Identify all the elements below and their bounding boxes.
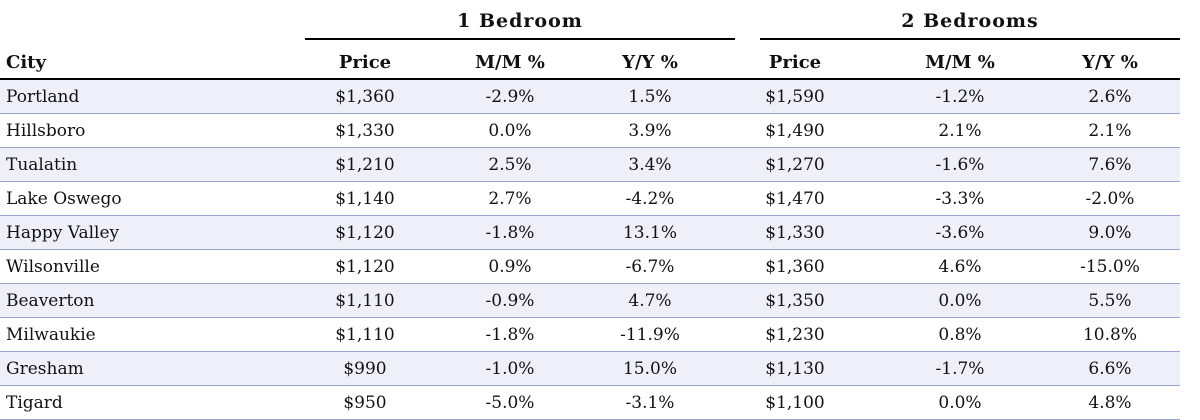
cell-price-1br: $1,120	[300, 215, 430, 250]
cell-yy-2br: 2.6%	[1040, 79, 1180, 114]
cell-mm-1br: -2.9%	[430, 79, 590, 114]
cell-yy-2br: 5.5%	[1040, 283, 1180, 318]
header-row: City Price M/M % Y/Y % Price M/M % Y/Y %	[0, 46, 1180, 80]
cell-price-2br: $1,590	[710, 79, 880, 114]
cell-price-1br: $1,110	[300, 317, 430, 352]
cell-city: Portland	[0, 79, 300, 114]
cell-city: Gresham	[0, 351, 300, 386]
cell-price-2br: $1,130	[710, 351, 880, 386]
cell-price-2br: $1,330	[710, 215, 880, 250]
cell-price-1br: $1,210	[300, 147, 430, 182]
cell-price-2br: $1,270	[710, 147, 880, 182]
table-row: Tualatin $1,210 2.5% 3.4% $1,270 -1.6% 7.6%	[0, 147, 1180, 182]
cell-mm-1br: 0.9%	[430, 249, 590, 284]
cell-mm-2br: 2.1%	[880, 113, 1040, 148]
rent-table: City Price M/M % Y/Y % Price M/M % Y/Y %…	[0, 46, 1180, 420]
cell-price-1br: $1,360	[300, 79, 430, 114]
group-underline-2-bedrooms	[760, 38, 1180, 40]
table-row: Lake Oswego $1,140 2.7% -4.2% $1,470 -3.3% -2.…	[0, 181, 1180, 216]
table-row: Beaverton $1,110 -0.9% 4.7% $1,350 0.0% 5.5%	[0, 283, 1180, 318]
cell-mm-1br: 2.7%	[430, 181, 590, 216]
table-row: Gresham $990 -1.0% 15.0% $1,130 -1.7% 6.6%	[0, 351, 1180, 386]
cell-city: Wilsonville	[0, 249, 300, 284]
cell-yy-2br: 4.8%	[1040, 385, 1180, 420]
cell-price-1br: $1,120	[300, 249, 430, 284]
cell-mm-2br: -1.6%	[880, 147, 1040, 182]
cell-yy-1br: 4.7%	[590, 283, 710, 318]
cell-price-2br: $1,470	[710, 181, 880, 216]
table-row: Milwaukie $1,110 -1.8% -11.9% $1,230 0.8% 10.8…	[0, 317, 1180, 352]
cell-mm-1br: 2.5%	[430, 147, 590, 182]
cell-price-2br: $1,230	[710, 317, 880, 352]
cell-price-2br: $1,100	[710, 385, 880, 420]
cell-city: Tigard	[0, 385, 300, 420]
cell-mm-1br: -5.0%	[430, 385, 590, 420]
cell-yy-1br: -4.2%	[590, 181, 710, 216]
table-row: Hillsboro $1,330 0.0% 3.9% $1,490 2.1% 2.1%	[0, 113, 1180, 148]
cell-mm-2br: -3.3%	[880, 181, 1040, 216]
cell-city: Hillsboro	[0, 113, 300, 148]
cell-city: Beaverton	[0, 283, 300, 318]
cell-mm-2br: 0.8%	[880, 317, 1040, 352]
cell-city: Milwaukie	[0, 317, 300, 352]
header-price-2br: Price	[710, 46, 880, 80]
cell-yy-2br: 9.0%	[1040, 215, 1180, 250]
cell-price-1br: $1,140	[300, 181, 430, 216]
cell-price-2br: $1,490	[710, 113, 880, 148]
header-yy-2br: Y/Y %	[1040, 46, 1180, 80]
cell-mm-1br: -1.0%	[430, 351, 590, 386]
cell-mm-2br: 4.6%	[880, 249, 1040, 284]
header-mm-2br: M/M %	[880, 46, 1040, 80]
cell-mm-2br: 0.0%	[880, 283, 1040, 318]
group-title-1-bedroom: 1 Bedroom	[457, 10, 583, 32]
cell-mm-2br: -1.7%	[880, 351, 1040, 386]
cell-yy-2br: 6.6%	[1040, 351, 1180, 386]
rent-table-container: 1 Bedroom 2 Bedrooms City Price M/M % Y/…	[0, 10, 1180, 420]
cell-yy-1br: 1.5%	[590, 79, 710, 114]
cell-yy-2br: 10.8%	[1040, 317, 1180, 352]
header-mm-1br: M/M %	[430, 46, 590, 80]
table-body: Portland $1,360 -2.9% 1.5% $1,590 -1.2% 2.6% Hi…	[0, 79, 1180, 420]
cell-yy-2br: -2.0%	[1040, 181, 1180, 216]
cell-price-1br: $1,110	[300, 283, 430, 318]
cell-yy-1br: -3.1%	[590, 385, 710, 420]
cell-mm-2br: -1.2%	[880, 79, 1040, 114]
cell-city: Lake Oswego	[0, 181, 300, 216]
cell-city: Tualatin	[0, 147, 300, 182]
cell-price-2br: $1,360	[710, 249, 880, 284]
cell-yy-1br: 3.4%	[590, 147, 710, 182]
cell-yy-2br: 7.6%	[1040, 147, 1180, 182]
table-row: Portland $1,360 -2.9% 1.5% $1,590 -1.2% 2.6%	[0, 79, 1180, 114]
cell-yy-2br: -15.0%	[1040, 249, 1180, 284]
cell-yy-1br: 15.0%	[590, 351, 710, 386]
cell-price-1br: $950	[300, 385, 430, 420]
cell-mm-2br: -3.6%	[880, 215, 1040, 250]
cell-yy-1br: 3.9%	[590, 113, 710, 148]
cell-yy-2br: 2.1%	[1040, 113, 1180, 148]
cell-price-2br: $1,350	[710, 283, 880, 318]
cell-yy-1br: -6.7%	[590, 249, 710, 284]
cell-mm-1br: -0.9%	[430, 283, 590, 318]
group-title-2-bedrooms: 2 Bedrooms	[901, 10, 1039, 32]
cell-mm-1br: -1.8%	[430, 317, 590, 352]
cell-price-1br: $1,330	[300, 113, 430, 148]
header-yy-1br: Y/Y %	[590, 46, 710, 80]
header-price-1br: Price	[300, 46, 430, 80]
cell-mm-2br: 0.0%	[880, 385, 1040, 420]
cell-city: Happy Valley	[0, 215, 300, 250]
cell-mm-1br: 0.0%	[430, 113, 590, 148]
table-row: Tigard $950 -5.0% -3.1% $1,100 0.0% 4.8%	[0, 385, 1180, 420]
cell-yy-1br: 13.1%	[590, 215, 710, 250]
cell-mm-1br: -1.8%	[430, 215, 590, 250]
table-row: Wilsonville $1,120 0.9% -6.7% $1,360 4.6% -15.…	[0, 249, 1180, 284]
group-underline-1-bedroom	[305, 38, 735, 40]
header-city: City	[0, 46, 300, 80]
cell-yy-1br: -11.9%	[590, 317, 710, 352]
table-row: Happy Valley $1,120 -1.8% 13.1% $1,330 -3.6% 9…	[0, 215, 1180, 250]
cell-price-1br: $990	[300, 351, 430, 386]
